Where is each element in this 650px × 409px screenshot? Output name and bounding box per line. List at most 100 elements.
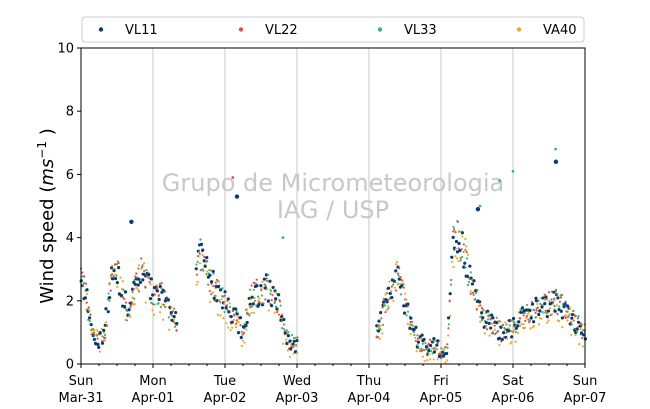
- point-vl22: [264, 298, 267, 301]
- point-vl22: [81, 271, 84, 274]
- point-va40: [85, 292, 88, 295]
- point-vl11: [570, 312, 575, 317]
- point-va40: [228, 302, 231, 305]
- point-vl22: [524, 319, 527, 323]
- point-va40: [504, 321, 507, 324]
- point-va40: [581, 345, 585, 348]
- point-vl11: [235, 312, 239, 316]
- point-vl22: [137, 267, 140, 270]
- point-vl11: [427, 349, 431, 353]
- point-va40: [540, 317, 543, 320]
- point-vl22: [148, 280, 151, 284]
- point-vl22: [100, 340, 104, 343]
- point-vl11: [386, 286, 391, 290]
- point-vl22: [464, 248, 467, 252]
- point-va40: [144, 301, 147, 304]
- point-vl33: [292, 337, 296, 340]
- point-vl33: [509, 329, 513, 333]
- point-vl22: [258, 300, 261, 304]
- point-vl11: [552, 290, 556, 294]
- point-vl22: [420, 349, 423, 353]
- point-vl11: [104, 307, 108, 311]
- point-va40: [151, 309, 154, 312]
- point-va40: [537, 323, 541, 326]
- point-vl22: [556, 312, 559, 315]
- point-vl22: [394, 289, 398, 292]
- point-vl22: [495, 331, 498, 334]
- point-vl22: [380, 317, 383, 320]
- x-tick-date: Apr-06: [492, 391, 535, 406]
- point-va40: [140, 267, 143, 270]
- point-vl33: [164, 305, 167, 309]
- point-vl22: [382, 297, 385, 300]
- point-vl11: [141, 278, 145, 282]
- point-vl33: [513, 321, 516, 324]
- point-vl11: [229, 315, 233, 319]
- point-vl11: [557, 307, 561, 312]
- point-vl22: [469, 292, 472, 295]
- point-vl22: [410, 320, 414, 323]
- point-vl33: [269, 289, 273, 292]
- point-vl11: [248, 302, 252, 306]
- point-vl22: [231, 309, 235, 313]
- point-vl33: [290, 334, 294, 337]
- point-va40: [498, 343, 501, 347]
- point-vl22: [560, 293, 564, 297]
- point-vl33: [252, 288, 255, 291]
- point-vl33: [381, 323, 385, 326]
- point-vl11: [205, 256, 209, 260]
- point-vl33: [429, 349, 433, 353]
- point-va40: [421, 355, 425, 358]
- point-vl11: [537, 312, 541, 317]
- point-vl11: [155, 289, 159, 293]
- point-vl33: [160, 287, 163, 290]
- point-vl22: [572, 319, 575, 322]
- point-vl11: [562, 304, 566, 309]
- point-vl22: [416, 334, 419, 337]
- point-va40: [524, 326, 527, 329]
- point-vl11: [201, 248, 205, 252]
- point-vl22: [83, 275, 86, 278]
- point-vl11: [400, 284, 404, 288]
- point-vl22: [156, 287, 159, 290]
- point-vl11: [553, 309, 557, 313]
- point-vl11: [157, 297, 161, 302]
- point-vl22: [425, 348, 428, 351]
- point-vl33: [580, 323, 583, 326]
- point-vl11: [245, 320, 249, 325]
- point-vl33: [413, 334, 416, 337]
- point-vl22: [296, 336, 299, 339]
- point-va40: [566, 319, 569, 322]
- point-vl33: [265, 279, 269, 283]
- point-vl22: [437, 352, 441, 356]
- point-vl22: [115, 263, 119, 266]
- point-va40: [392, 299, 395, 302]
- legend-label-vl33: VL33: [404, 23, 437, 38]
- point-vl11: [172, 314, 176, 319]
- point-va40: [381, 332, 384, 335]
- point-va40: [219, 314, 222, 317]
- point-va40: [441, 347, 444, 350]
- point-va40: [102, 331, 106, 334]
- point-vl33: [387, 307, 390, 310]
- point-vl33: [108, 299, 111, 302]
- point-va40: [216, 313, 219, 316]
- point-vl33: [221, 287, 224, 290]
- point-vl22: [482, 308, 485, 311]
- peak-point-vl11: [234, 194, 240, 199]
- legend: VL11 VL22 VL33 VA40: [81, 16, 585, 43]
- point-va40: [243, 341, 246, 344]
- point-va40: [404, 292, 407, 295]
- point-vl11: [546, 309, 551, 313]
- point-vl22: [475, 307, 478, 311]
- data-points: [79, 147, 588, 364]
- point-vl11: [117, 265, 121, 270]
- point-vl11: [397, 277, 401, 281]
- point-vl11: [102, 328, 106, 332]
- point-vl11: [420, 333, 424, 337]
- point-vl11: [530, 302, 535, 306]
- point-vl11: [93, 341, 98, 345]
- point-vl11: [409, 316, 413, 320]
- point-va40: [506, 337, 509, 340]
- point-vl11: [98, 331, 102, 335]
